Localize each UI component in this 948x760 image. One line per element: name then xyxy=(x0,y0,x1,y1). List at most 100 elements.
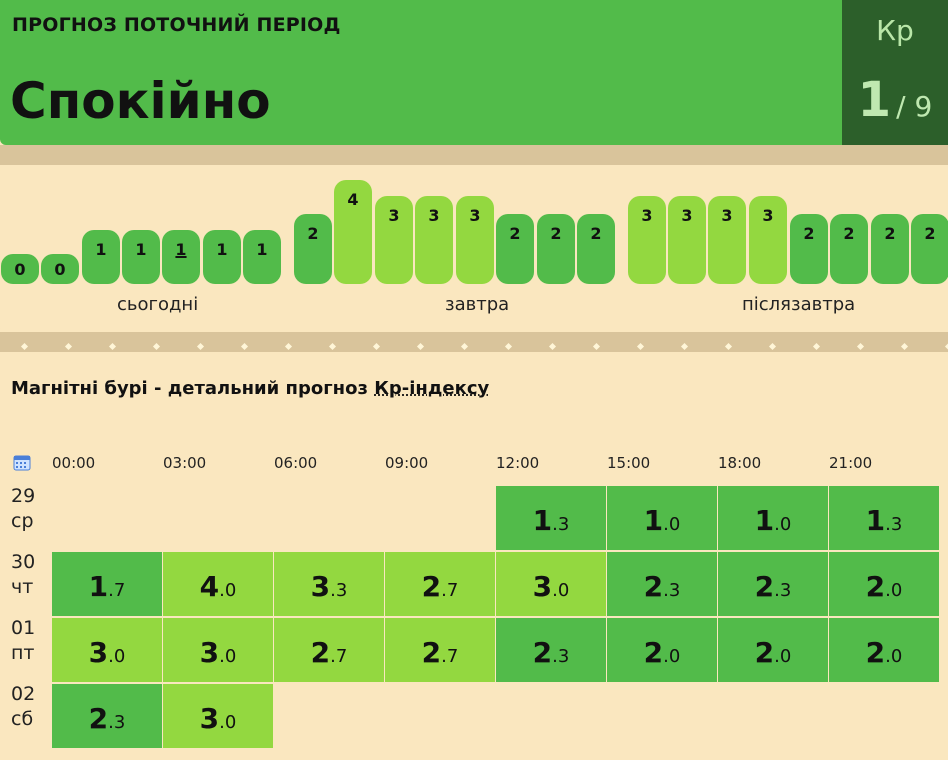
kp-value-fraction: .3 xyxy=(330,580,348,601)
kp-value-integer: 3 xyxy=(199,636,220,669)
kp-value-fraction: .3 xyxy=(552,646,570,667)
dotted-divider-band xyxy=(0,332,948,352)
time-column-header: 21:00 xyxy=(829,454,873,472)
kp-bar: 2 xyxy=(911,214,948,284)
kp-value-fraction: .3 xyxy=(774,580,792,601)
kp-forecast-cell: 2.0 xyxy=(718,618,828,682)
kp-bar-value: 1 xyxy=(256,240,268,259)
kp-bar-value: 3 xyxy=(681,206,693,225)
kp-value-integer: 2 xyxy=(643,570,664,603)
kp-value-integer: 2 xyxy=(754,636,775,669)
divider-dot xyxy=(724,342,733,351)
kp-bar-value: 3 xyxy=(762,206,774,225)
kp-value-integer: 1 xyxy=(754,504,775,537)
kp-value-integer: 2 xyxy=(754,570,775,603)
kp-forecast-value: 2.0 xyxy=(829,636,939,669)
kp-value-fraction: .3 xyxy=(108,712,126,733)
kp-value-fraction: .0 xyxy=(663,514,681,535)
kp-value-integer: 2 xyxy=(865,636,886,669)
kp-forecast-cell: 3.0 xyxy=(52,618,162,682)
kp-forecast-value: 3.3 xyxy=(274,570,384,603)
kp-bar-value: 4 xyxy=(347,190,359,209)
kp-bar-value: 2 xyxy=(550,224,562,243)
kp-bar: 3 xyxy=(375,196,413,284)
divider-dot xyxy=(240,342,249,351)
time-column-header: 00:00 xyxy=(52,454,96,472)
divider-dot xyxy=(636,342,645,351)
kp-forecast-cell: 2.7 xyxy=(385,552,495,616)
kp-value-integer: 1 xyxy=(88,570,109,603)
kp-value-integer: 2 xyxy=(88,702,109,735)
kp-bar: 2 xyxy=(830,214,868,284)
status-text: Спокійно xyxy=(10,72,271,130)
divider-dot xyxy=(768,342,777,351)
kp-bar-value: 2 xyxy=(509,224,521,243)
divider-dot xyxy=(548,342,557,351)
time-column-header: 15:00 xyxy=(607,454,651,472)
calendar-icon[interactable] xyxy=(13,454,31,471)
kp-forecast-value: 4.0 xyxy=(163,570,273,603)
divider-dot xyxy=(284,342,293,351)
kp-value-integer: 2 xyxy=(532,636,553,669)
kp-bar-value: 3 xyxy=(469,206,481,225)
divider-dot xyxy=(108,342,117,351)
kp-forecast-value: 2.0 xyxy=(607,636,717,669)
kp-forecast-cell: 1.7 xyxy=(52,552,162,616)
divider-dot xyxy=(504,342,513,351)
kp-forecast-cell: 3.3 xyxy=(274,552,384,616)
kp-bar: 1 xyxy=(162,230,200,284)
kp-forecast-cell: 1.3 xyxy=(496,486,606,550)
divider-dot xyxy=(20,342,29,351)
day-label-day-after: післязавтра xyxy=(742,294,856,315)
kp-bar: 3 xyxy=(749,196,787,284)
row-date-label: 29 ср xyxy=(11,484,35,534)
kp-bar: 1 xyxy=(122,230,160,284)
kp-value-fraction: .0 xyxy=(774,514,792,535)
divider-dot xyxy=(372,342,381,351)
kp-index-link[interactable]: Кр-індексу xyxy=(374,378,490,399)
kp-bar: 2 xyxy=(790,214,828,284)
kp-bar-value: 1 xyxy=(135,240,147,259)
kp-value-fraction: .7 xyxy=(108,580,126,601)
kp-value-fraction: .3 xyxy=(885,514,903,535)
kp-forecast-value: 1.0 xyxy=(607,504,717,537)
kp-forecast-cell: 1.3 xyxy=(829,486,939,550)
kp-value-fraction: .0 xyxy=(108,646,126,667)
kp-value-fraction: .0 xyxy=(219,712,237,733)
kp-value-fraction: .3 xyxy=(552,514,570,535)
kp-value-fraction: .0 xyxy=(885,580,903,601)
kp-forecast-cell: 2.3 xyxy=(607,552,717,616)
kp-bar-value: 1 xyxy=(216,240,228,259)
kp-value-fraction: .0 xyxy=(219,580,237,601)
kp-value-fraction: .0 xyxy=(663,646,681,667)
kp-forecast-value: 2.7 xyxy=(385,570,495,603)
kp-bar-value: 2 xyxy=(590,224,602,243)
kp-forecast-value: 2.7 xyxy=(385,636,495,669)
kp-bar-value: 3 xyxy=(388,206,400,225)
kp-bar: 1 xyxy=(203,230,241,284)
kp-value-fraction: .7 xyxy=(441,580,459,601)
kp-value-integer: 2 xyxy=(421,636,442,669)
kp-label: Кр xyxy=(876,14,914,47)
kp-bar-value: 2 xyxy=(924,224,936,243)
kp-forecast-cell: 2.3 xyxy=(52,684,162,748)
kp-index-box: Кр 1 / 9 xyxy=(842,0,948,145)
divider-dot xyxy=(196,342,205,351)
kp-bar: 3 xyxy=(668,196,706,284)
kp-value-integer: 2 xyxy=(421,570,442,603)
row-date-label: 01 пт xyxy=(11,616,35,666)
kp-forecast-value: 3.0 xyxy=(163,636,273,669)
kp-value-integer: 3 xyxy=(88,636,109,669)
row-date: 29 xyxy=(11,485,36,507)
kp-value-integer: 1 xyxy=(532,504,553,537)
kp-forecast-cell: 3.0 xyxy=(163,618,273,682)
divider-dot xyxy=(416,342,425,351)
kp-bar: 2 xyxy=(577,214,615,284)
kp-bar: 0 xyxy=(41,254,79,284)
kp-forecast-cell: 2.0 xyxy=(829,618,939,682)
row-date-label: 30 чт xyxy=(11,550,35,600)
kp-forecast-value: 1.3 xyxy=(496,504,606,537)
day-label-tomorrow: завтра xyxy=(445,294,510,315)
kp-value-fraction: .7 xyxy=(330,646,348,667)
divider-dot xyxy=(64,342,73,351)
